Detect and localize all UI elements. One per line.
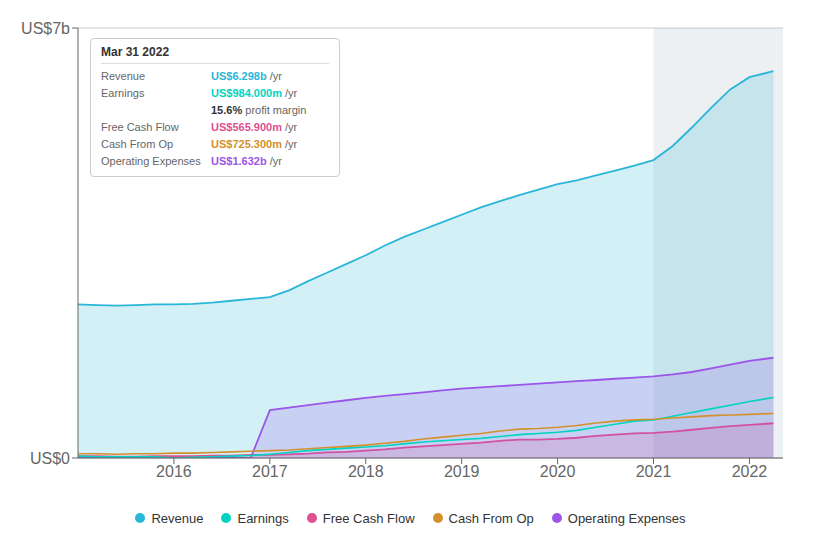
svg-text:2020: 2020 xyxy=(540,463,576,480)
svg-text:US$0: US$0 xyxy=(30,450,70,467)
svg-text:2017: 2017 xyxy=(252,463,288,480)
svg-text:2016: 2016 xyxy=(156,463,192,480)
svg-text:2022: 2022 xyxy=(732,463,768,480)
html-text:US$1.632b /yr: US$1.632b /yr xyxy=(211,155,282,167)
html-text:Revenue: Revenue xyxy=(151,510,204,526)
html-text:Operating Expenses: Operating Expenses xyxy=(567,510,686,526)
svg-text:US$7b: US$7b xyxy=(21,20,70,37)
html-text:Free Cash Flow: Free Cash Flow xyxy=(322,510,415,526)
html-text:US$725.300m /yr: US$725.300m /yr xyxy=(211,138,298,150)
html-text:Operating Expenses: Operating Expenses xyxy=(101,155,201,167)
html-text:US$565.900m /yr: US$565.900m /yr xyxy=(211,121,298,133)
html-text:Cash From Op: Cash From Op xyxy=(448,510,534,526)
svg-text:2019: 2019 xyxy=(444,463,480,480)
html-text:15.6% profit margin: 15.6% profit margin xyxy=(211,104,307,116)
html-text:Earnings: Earnings xyxy=(101,87,145,99)
html-text:US$6.298b /yr: US$6.298b /yr xyxy=(211,70,282,82)
html-text:Cash From Op: Cash From Op xyxy=(101,138,174,150)
html-text:Earnings: Earnings xyxy=(237,510,289,526)
html-text:Mar 31 2022: Mar 31 2022 xyxy=(101,45,170,59)
svg-text:2018: 2018 xyxy=(348,463,384,480)
html-text:Free Cash Flow: Free Cash Flow xyxy=(101,121,179,133)
html-text:Revenue: Revenue xyxy=(101,70,145,82)
html-text:US$984.000m /yr: US$984.000m /yr xyxy=(211,87,298,99)
svg-text:2021: 2021 xyxy=(636,463,672,480)
